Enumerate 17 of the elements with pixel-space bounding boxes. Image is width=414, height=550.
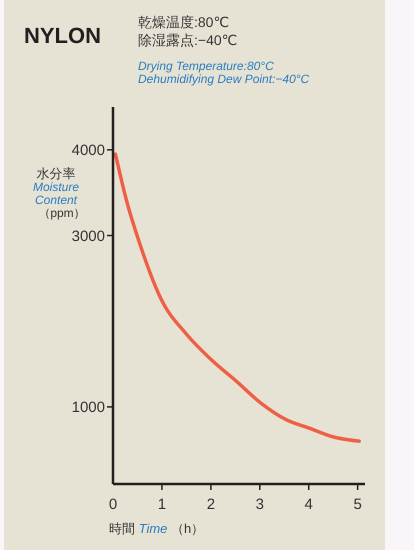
x-axis-title: 時間 Time （h）	[109, 521, 204, 536]
chart-title: NYLON	[24, 23, 101, 48]
x-tick-label: 2	[206, 496, 216, 513]
text: 乾燥温度:80℃	[138, 14, 230, 30]
x-tick-label: 5	[353, 496, 362, 513]
text: Drying Temperature:80°C	[138, 59, 274, 73]
y-tick-label: 1000	[72, 399, 105, 416]
y-axis-title: 水分率 Moisture Content （ppm）	[32, 166, 86, 220]
x-tick-label: 1	[158, 496, 166, 513]
x-tick-label: 4	[304, 496, 313, 513]
x-tick-label: 0	[108, 496, 118, 513]
y-tick-label: 3000	[72, 228, 105, 245]
text: Dehumidifying Dew Point:−40°C	[138, 72, 310, 86]
line-series	[114, 152, 361, 443]
text: 除湿露点:−40℃	[138, 32, 238, 48]
y-tick-label: 4000	[72, 142, 105, 160]
x-tick-label: 3	[256, 496, 264, 513]
